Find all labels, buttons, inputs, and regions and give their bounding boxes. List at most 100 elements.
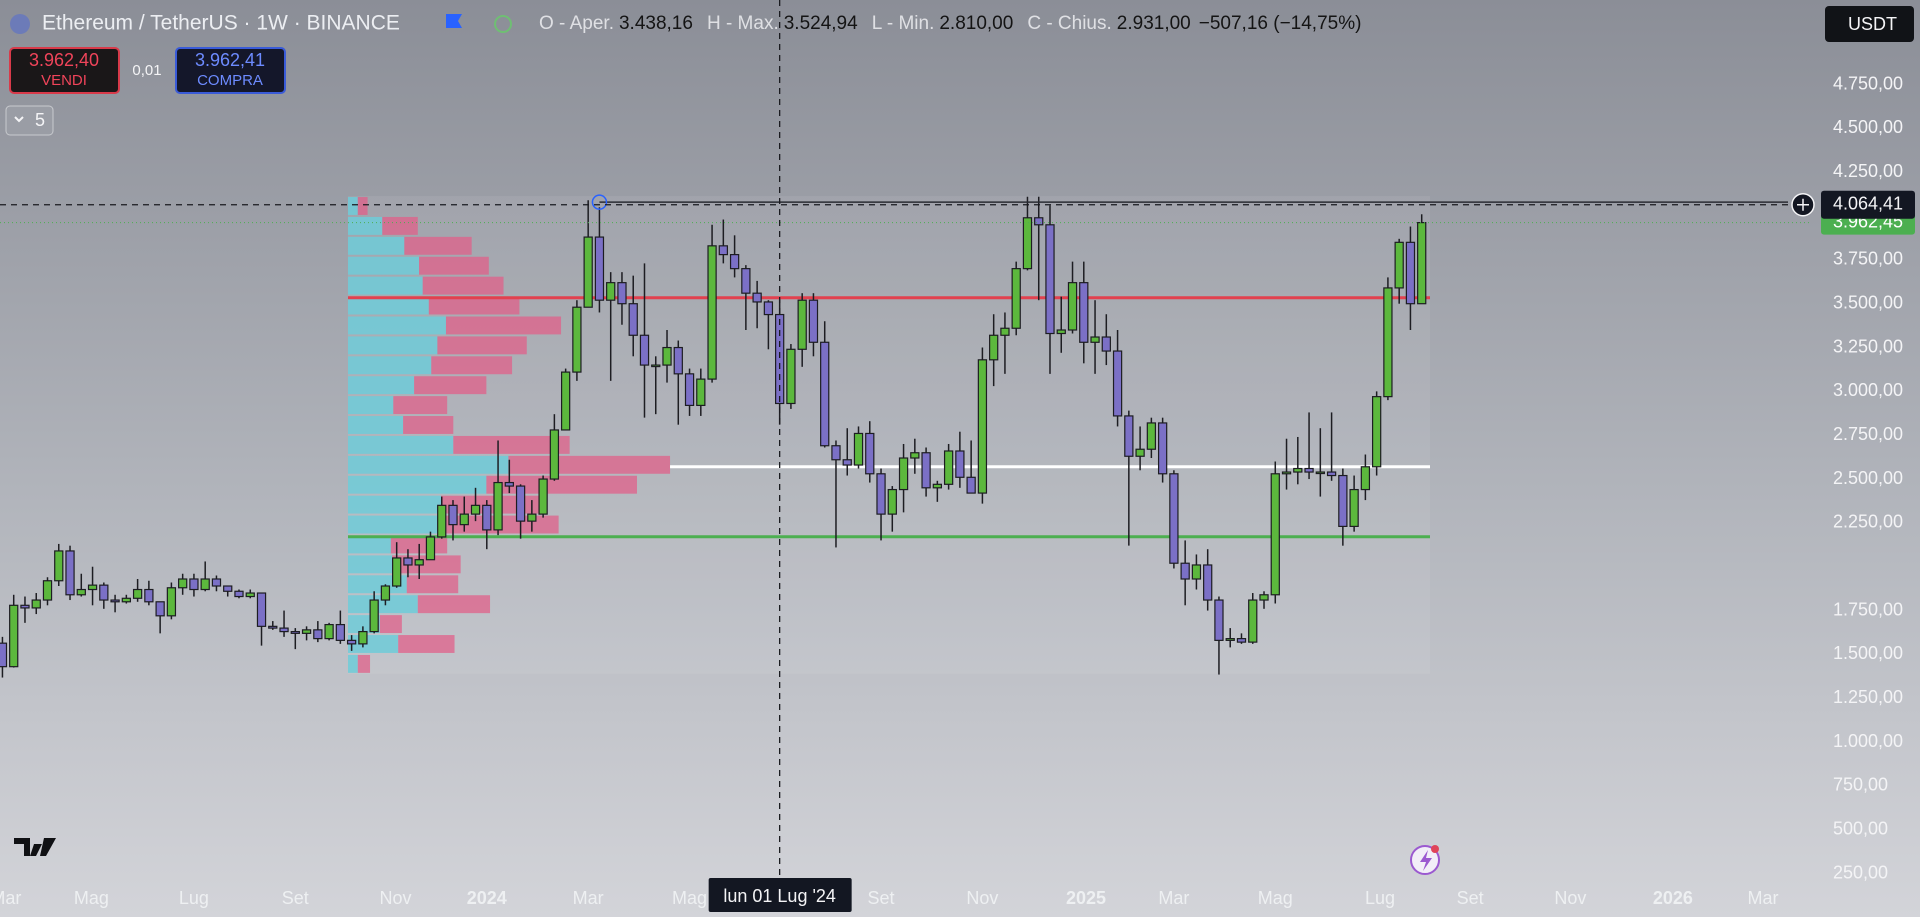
candle-body	[200, 578, 210, 591]
profile-up	[348, 654, 358, 673]
candle-body	[628, 303, 638, 336]
candle-body	[943, 450, 954, 485]
sell-button[interactable]	[9, 47, 120, 94]
y-tick-label: 1.000,00	[1833, 731, 1903, 751]
candle-body	[538, 478, 548, 515]
candle-body	[572, 306, 582, 373]
legend-value: 3.524,94	[784, 13, 858, 34]
candle-body	[1293, 467, 1303, 473]
candle-body	[639, 334, 650, 366]
candle-body	[380, 585, 391, 601]
indicators-toggle[interactable]	[5, 105, 54, 136]
crosshair-date-box	[708, 878, 852, 912]
candle-body	[887, 488, 897, 515]
x-tick-label: Mar	[573, 888, 604, 908]
notification-dot	[1431, 845, 1439, 853]
crosshair-price-box	[1821, 190, 1915, 219]
profile-down	[428, 296, 520, 315]
legend-change: −507,16 (−14,75%)	[1199, 13, 1362, 34]
x-tick-label: Lug	[179, 888, 209, 908]
candle-body	[1101, 336, 1111, 352]
candle-body	[1045, 224, 1055, 335]
candle-body	[1112, 350, 1123, 417]
x-tick-label: Mag	[74, 888, 109, 908]
profile-down	[357, 197, 368, 215]
ohlc-legend: O - Aper. 3.438,16 H - Max. 3.524,94 L - Min…	[539, 13, 1361, 34]
candle-body	[786, 348, 796, 405]
candle-body	[42, 580, 53, 601]
profile-down	[393, 396, 448, 415]
candle-body	[1157, 422, 1168, 475]
candle-body	[955, 450, 965, 478]
profile-down	[414, 376, 487, 395]
ray-anchor[interactable]	[591, 194, 608, 210]
candle-body	[482, 504, 492, 531]
profile-down	[417, 595, 491, 614]
candle-body	[256, 592, 267, 627]
profile-down	[398, 635, 455, 653]
candle-body	[20, 604, 30, 609]
profile-down	[431, 356, 513, 375]
candle-body	[515, 485, 526, 522]
candle-body	[1124, 415, 1134, 457]
candle-body	[144, 588, 154, 603]
profile-up	[348, 555, 393, 574]
candle-body	[898, 457, 909, 491]
y-tick-label: 750,00	[1833, 775, 1888, 795]
candle-body	[1022, 217, 1033, 270]
candle-body	[234, 590, 244, 598]
candle-body	[1067, 282, 1078, 331]
candle-body	[1236, 638, 1247, 643]
candle-body	[1135, 448, 1145, 457]
candle-body	[268, 625, 278, 629]
y-tick-label: 3.750,00	[1833, 249, 1903, 269]
profile-up	[348, 455, 509, 474]
candle-body	[1079, 282, 1089, 343]
profile-down	[437, 336, 527, 355]
candle-body	[1371, 396, 1382, 468]
candle-body	[718, 245, 728, 256]
y-tick-label: 2.250,00	[1833, 512, 1903, 532]
profile-up	[348, 256, 420, 275]
x-tick-label: Mag	[1258, 888, 1293, 908]
candle-body	[684, 373, 695, 407]
profile-up	[348, 236, 405, 255]
sell-price: 3.962,40	[29, 50, 99, 70]
y-tick-label: 2.750,00	[1833, 424, 1903, 444]
x-tick-label: Nov	[1554, 888, 1586, 908]
crosshair-price: 4.064,41	[1833, 193, 1903, 213]
candle-body	[594, 236, 605, 301]
profile-up	[348, 276, 423, 295]
profile-up	[348, 316, 446, 335]
candle-body	[662, 346, 672, 366]
tv-logo[interactable]	[14, 838, 56, 856]
legend-label: C - Chius.	[1027, 13, 1111, 34]
profile-zone	[348, 196, 1430, 674]
flag-icon[interactable]	[446, 14, 462, 28]
profile-down	[422, 276, 504, 295]
candle-body	[1259, 594, 1269, 601]
currency-button[interactable]	[1825, 6, 1914, 42]
legend-label: H - Max.	[707, 13, 779, 34]
candle-body	[729, 254, 740, 270]
candle-body	[775, 313, 785, 405]
candle-body	[820, 341, 830, 447]
y-tick-label: 2.500,00	[1833, 468, 1903, 488]
candle-body	[1214, 599, 1224, 641]
candle-body	[1011, 268, 1021, 329]
profile-down	[382, 216, 418, 235]
candle-body	[853, 432, 864, 466]
candle-body	[504, 481, 514, 487]
buy-button[interactable]	[175, 47, 286, 94]
y-tick-label: 3.250,00	[1833, 336, 1903, 356]
candle-body	[110, 599, 120, 603]
candle-body	[87, 584, 98, 591]
y-tick-label: 500,00	[1833, 818, 1888, 838]
profile-up	[348, 197, 358, 215]
candle-body	[977, 359, 988, 494]
candle-body	[1180, 562, 1190, 580]
candle-body	[1315, 471, 1325, 475]
